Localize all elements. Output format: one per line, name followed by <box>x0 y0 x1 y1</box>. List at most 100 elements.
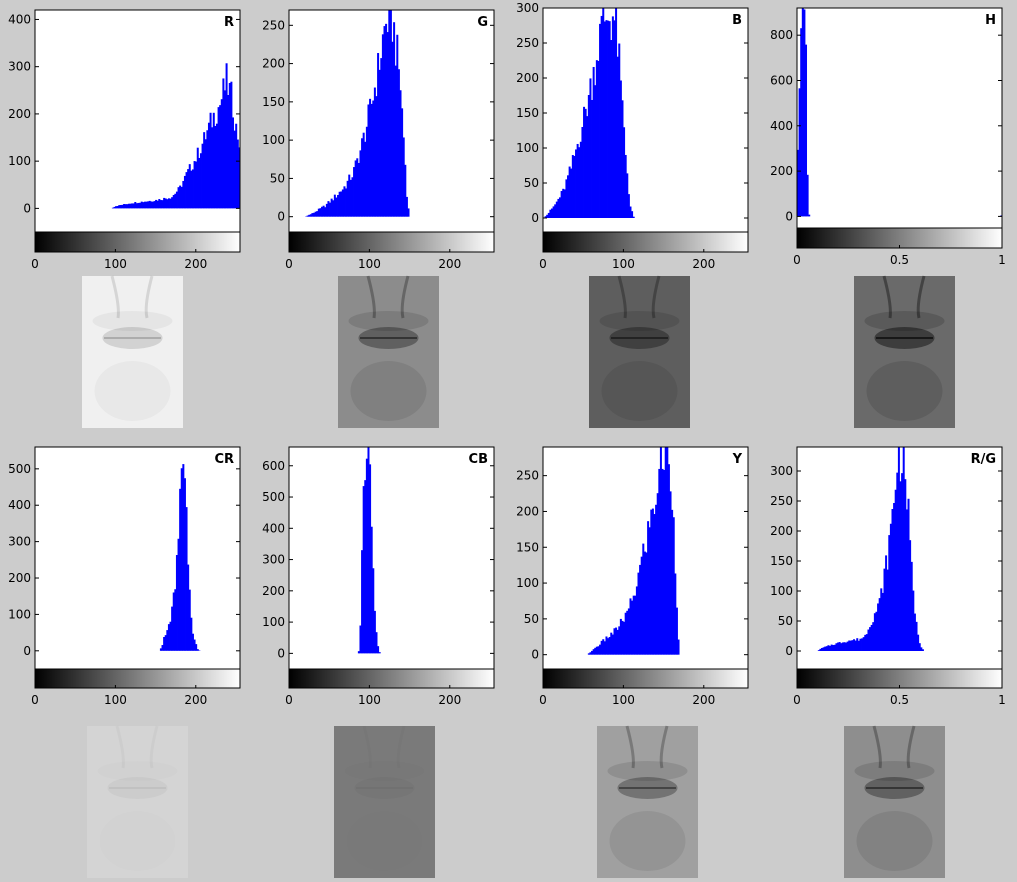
histogram-bar <box>642 543 645 655</box>
histogram-bar <box>568 166 571 218</box>
histogram-bar <box>365 458 368 654</box>
histogram-bar <box>848 640 851 651</box>
histogram-bar <box>391 41 394 217</box>
face-background <box>87 726 188 878</box>
histogram-bar <box>370 103 373 217</box>
lips <box>864 777 925 799</box>
histogram-bar <box>179 185 182 209</box>
histogram-bar <box>188 589 191 651</box>
histogram-bar <box>163 197 166 209</box>
histogram-bar <box>389 10 392 217</box>
histogram-bar <box>330 198 333 217</box>
histogram-bar <box>840 643 843 651</box>
histogram-bar <box>833 644 836 651</box>
panel-title: Y <box>732 452 743 467</box>
face-image <box>338 275 439 428</box>
histogram-bar <box>889 523 892 651</box>
histogram-bar <box>549 209 552 218</box>
histogram-bar <box>551 208 554 218</box>
histogram-bar <box>333 194 336 217</box>
y-tick-label: 250 <box>770 494 793 508</box>
histogram-bar <box>645 552 648 655</box>
histogram-bar <box>573 155 576 218</box>
histogram-bar <box>227 94 230 209</box>
histogram-bar <box>896 472 899 651</box>
face-image <box>87 726 188 878</box>
colorbar <box>34 668 241 689</box>
histogram-bar <box>407 208 410 217</box>
histogram-bar <box>595 60 598 218</box>
histogram-bar <box>608 636 611 655</box>
histogram-bar <box>195 161 198 209</box>
lips <box>609 327 670 349</box>
histogram-bar <box>615 627 618 655</box>
histogram-bar <box>153 201 156 209</box>
histogram-bar <box>603 641 606 655</box>
histogram-bar <box>193 161 196 209</box>
histogram-bar <box>354 160 357 217</box>
histogram-bar <box>191 169 194 209</box>
histogram-bar <box>651 508 654 655</box>
panel-title: R/G <box>971 452 996 467</box>
chin-shading <box>856 811 933 871</box>
histogram-bar <box>869 627 872 651</box>
histogram-bar <box>629 206 632 218</box>
histogram-bar <box>372 568 375 654</box>
face-background <box>854 276 955 428</box>
histogram-bar <box>639 564 642 655</box>
y-tick-label: 300 <box>8 535 31 549</box>
histogram-bar <box>365 126 368 217</box>
histogram-bar <box>648 527 651 655</box>
axes-frame <box>796 7 1003 231</box>
histogram-bar <box>375 96 378 217</box>
histogram-bar <box>378 652 381 654</box>
nose-shading <box>366 275 410 319</box>
histogram-bar <box>316 211 319 217</box>
y-tick-label: 200 <box>770 164 793 178</box>
histogram-bar <box>632 216 635 218</box>
histogram-bar <box>883 568 886 651</box>
nose-shading <box>617 275 661 319</box>
histogram-bar <box>373 87 376 217</box>
histogram-bar <box>180 468 183 651</box>
histogram-bar <box>314 211 317 217</box>
histogram-bar <box>143 201 146 209</box>
histogram-bar <box>825 646 828 651</box>
histogram-bar <box>322 205 325 217</box>
histogram-bar <box>856 638 859 651</box>
histogram-bar <box>190 617 193 651</box>
histogram-bar <box>872 622 875 651</box>
histogram-bar <box>602 8 605 218</box>
histogram-bar <box>195 644 198 651</box>
histogram-bar <box>600 640 603 655</box>
histogram-bar <box>405 196 408 217</box>
histogram-bar <box>214 125 217 209</box>
histogram-bar <box>177 538 180 651</box>
face-image <box>589 275 690 428</box>
histogram-bar <box>127 203 130 209</box>
histogram-bar <box>801 8 804 217</box>
histogram-bar <box>187 564 190 651</box>
histogram-bar <box>901 473 904 651</box>
histogram-bar <box>597 646 600 655</box>
face-image <box>844 725 945 878</box>
histogram-bar <box>402 137 405 217</box>
x-tick-label: 200 <box>184 257 207 271</box>
histogram-bar <box>672 517 675 655</box>
histogram-bar <box>870 624 873 651</box>
y-tick-label: 150 <box>516 106 539 120</box>
x-tick-label: 1 <box>998 693 1006 707</box>
y-tick-label: 200 <box>8 571 31 585</box>
histogram-bar <box>674 573 677 655</box>
histogram-bar <box>602 639 605 655</box>
chin-shading <box>866 361 943 421</box>
histogram-bar <box>393 22 396 217</box>
x-tick-label: 0 <box>793 253 801 267</box>
histogram-bar <box>877 603 880 651</box>
histogram-bar <box>565 179 568 218</box>
histogram-bar <box>915 621 918 651</box>
histogram-bar <box>605 636 608 655</box>
histogram-bar <box>821 647 824 651</box>
x-tick-label: 1 <box>998 253 1006 267</box>
